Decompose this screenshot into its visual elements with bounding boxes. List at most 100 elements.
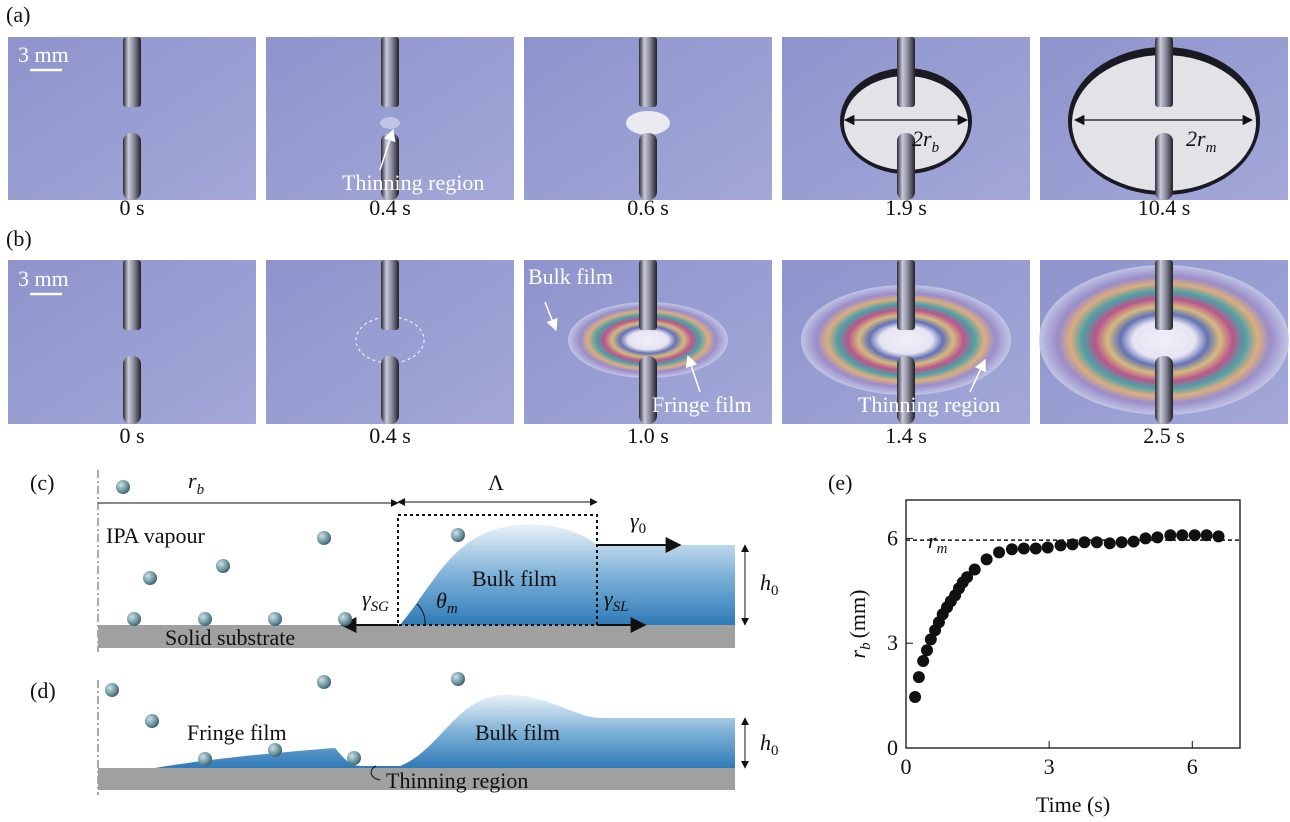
time-label: 1.9 s [885, 195, 927, 220]
molecule [216, 559, 230, 573]
figure: 0 s0.4 s0.6 s1.9 s10.4 s0 s0.4 s1.0 s1.4… [0, 0, 1290, 822]
subscript: m [937, 541, 948, 557]
photo: 2.5 s [1039, 260, 1289, 448]
point [969, 564, 981, 576]
label: h0 [760, 730, 779, 759]
point [909, 691, 921, 703]
label: Solid substrate [165, 625, 295, 650]
point [1116, 536, 1128, 548]
point [981, 553, 993, 565]
time-label: 0.4 s [369, 423, 411, 448]
needle [1155, 37, 1173, 107]
diagram-c: rb Λ γ0 γSL γSG θm IPA vapour Bulk film … [98, 468, 779, 652]
diagram-d: Fringe film Bulk film Thinning region h0 [98, 680, 779, 795]
time-label: 0 s [119, 195, 144, 220]
y-tick-label: 0 [887, 735, 898, 760]
time-label: 2.5 s [1143, 423, 1185, 448]
unit: (mm) [845, 590, 870, 639]
needle [123, 260, 141, 330]
point [993, 546, 1005, 558]
point [1030, 543, 1042, 555]
label: γ0 [630, 508, 646, 537]
needle [123, 37, 141, 107]
needle [897, 37, 915, 107]
needle [123, 356, 141, 424]
point [1140, 532, 1152, 544]
dry-spot [380, 117, 400, 129]
panel-label: (e) [828, 470, 852, 495]
needle [381, 356, 399, 424]
point [1006, 543, 1018, 555]
molecule [116, 480, 130, 494]
reference-label: rm [928, 528, 948, 557]
molecule [268, 612, 282, 626]
needle [381, 37, 399, 107]
time-label: 10.4 s [1138, 195, 1191, 220]
molecule [145, 714, 159, 728]
point [921, 644, 933, 656]
needle [381, 260, 399, 330]
molecule [317, 531, 331, 545]
annotation: Fringe film [652, 392, 752, 417]
molecule [198, 612, 212, 626]
molecule [317, 675, 331, 689]
photo: 1.4 s [782, 260, 1030, 448]
label: Fringe film [187, 720, 287, 745]
molecule [347, 751, 361, 765]
point [1067, 538, 1079, 550]
time-label: 0 s [119, 423, 144, 448]
point [913, 671, 925, 683]
needle [639, 260, 657, 330]
point [1164, 529, 1176, 541]
point [917, 655, 929, 667]
molecule [451, 528, 465, 542]
point [1042, 542, 1054, 554]
needle [1155, 133, 1173, 200]
annotation: Bulk film [528, 264, 613, 289]
molecule [198, 752, 212, 766]
x-tick-label: 3 [1044, 754, 1055, 779]
molecule [127, 612, 141, 626]
panel-label: (a) [6, 2, 30, 27]
scale-bar-label: 3 mm [18, 266, 69, 291]
molecule [451, 672, 465, 686]
scale-bar-label: 3 mm [18, 42, 69, 67]
photo: 1.9 s [782, 37, 1030, 220]
needle [639, 37, 657, 107]
dry-spot [626, 111, 670, 135]
molecule [268, 743, 282, 757]
point [1213, 530, 1225, 542]
annotation: Thinning region [858, 392, 1000, 417]
panel-label: (b) [6, 226, 32, 251]
panel-label: (d) [30, 678, 56, 703]
x-axis-label: Time (s) [1036, 792, 1110, 817]
subscript: b [858, 642, 874, 650]
point [1078, 536, 1090, 548]
label: h0 [760, 570, 779, 599]
annotation: Thinning region [342, 170, 484, 195]
y-tick-label: 6 [887, 525, 898, 550]
label: γSG [362, 586, 389, 615]
point [1104, 537, 1116, 549]
label: Λ [488, 470, 504, 495]
point [1128, 536, 1140, 548]
point [1151, 531, 1163, 543]
panel-label: (c) [30, 470, 54, 495]
y-axis-label: rb(mm) [845, 590, 874, 659]
point [1201, 529, 1213, 541]
needle [1155, 260, 1173, 330]
label: IPA vapour [106, 523, 205, 548]
y-tick-label: 3 [887, 630, 898, 655]
needle [1155, 356, 1173, 424]
point [1176, 529, 1188, 541]
point [1055, 539, 1067, 551]
x-tick-label: 6 [1187, 754, 1198, 779]
label: Bulk film [475, 720, 560, 745]
needle [897, 260, 915, 330]
label: rb [188, 468, 205, 498]
time-label: 0.6 s [627, 195, 669, 220]
label: Bulk film [472, 566, 557, 591]
needle [123, 133, 141, 200]
point [1189, 529, 1201, 541]
